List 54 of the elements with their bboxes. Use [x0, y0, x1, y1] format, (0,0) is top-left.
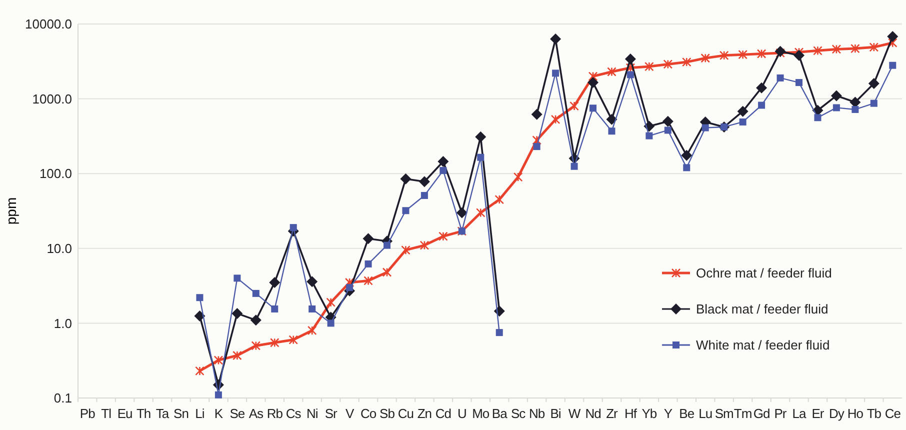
legend-label: Ochre mat / feeder fluid: [696, 266, 832, 281]
x-tick-label: Ni: [306, 406, 318, 421]
legend-label: White mat / feeder fluid: [696, 338, 830, 353]
x-tick-label: V: [345, 406, 354, 421]
x-tick-label: W: [568, 406, 582, 421]
x-tick-label: Ho: [847, 406, 864, 421]
x-tick-label: Sc: [511, 406, 526, 421]
x-tick-label: Zr: [606, 406, 619, 421]
x-tick-label: Pb: [80, 406, 96, 421]
x-tick-label: Rb: [266, 406, 283, 421]
x-tick-label: Co: [360, 406, 376, 421]
x-tick-label: Lu: [698, 406, 712, 421]
legend-label: Black mat / feeder fluid: [696, 302, 828, 317]
x-tick-label: Tm: [734, 406, 752, 421]
x-tick-label: Y: [664, 406, 673, 421]
x-tick-label: Sn: [174, 406, 189, 421]
y-tick-label: 1000.0: [32, 91, 72, 106]
x-tick-label: Sb: [380, 406, 395, 421]
x-tick-label: Be: [679, 406, 694, 421]
x-tick-label: La: [792, 406, 807, 421]
x-tick-label: Tb: [866, 406, 882, 421]
x-tick-label: Dy: [829, 406, 845, 421]
x-tick-label: Eu: [117, 406, 133, 421]
x-tick-label: K: [214, 406, 224, 421]
x-tick-label: Mo: [472, 406, 490, 421]
x-tick-label: Bi: [550, 406, 562, 421]
x-tick-label: Li: [195, 406, 205, 421]
x-tick-label: Yb: [642, 406, 657, 421]
x-tick-label: Cd: [435, 406, 452, 421]
x-tick-label: Pr: [774, 406, 788, 421]
y-tick-label: 100.0: [39, 166, 72, 182]
x-tick-label: Cu: [398, 406, 414, 421]
y-tick-label: 10000.0: [25, 16, 72, 32]
x-tick-label: Ba: [492, 406, 508, 421]
y-tick-label: 0.1: [54, 390, 72, 406]
x-tick-label: Ce: [884, 406, 901, 421]
x-tick-label: Nd: [585, 406, 602, 421]
x-tick-label: Cs: [286, 406, 302, 421]
x-tick-label: Nb: [529, 406, 545, 421]
x-tick-label: Zn: [417, 406, 432, 421]
y-tick-label: 1.0: [54, 316, 72, 331]
x-tick-label: Se: [230, 406, 245, 421]
x-tick-label: Er: [812, 406, 825, 421]
x-tick-label: Gd: [753, 406, 770, 421]
x-tick-label: As: [248, 406, 264, 421]
y-axis-title: ppm: [3, 197, 19, 225]
x-tick-label: Hf: [624, 406, 638, 421]
y-tick-label: 10.0: [46, 240, 72, 256]
x-tick-label: Tl: [101, 406, 112, 421]
x-tick-label: Ta: [156, 406, 170, 421]
x-tick-label: Sr: [324, 406, 338, 421]
x-tick-label: U: [457, 406, 466, 421]
x-tick-label: Th: [136, 406, 151, 421]
x-tick-label: Sm: [714, 406, 734, 421]
